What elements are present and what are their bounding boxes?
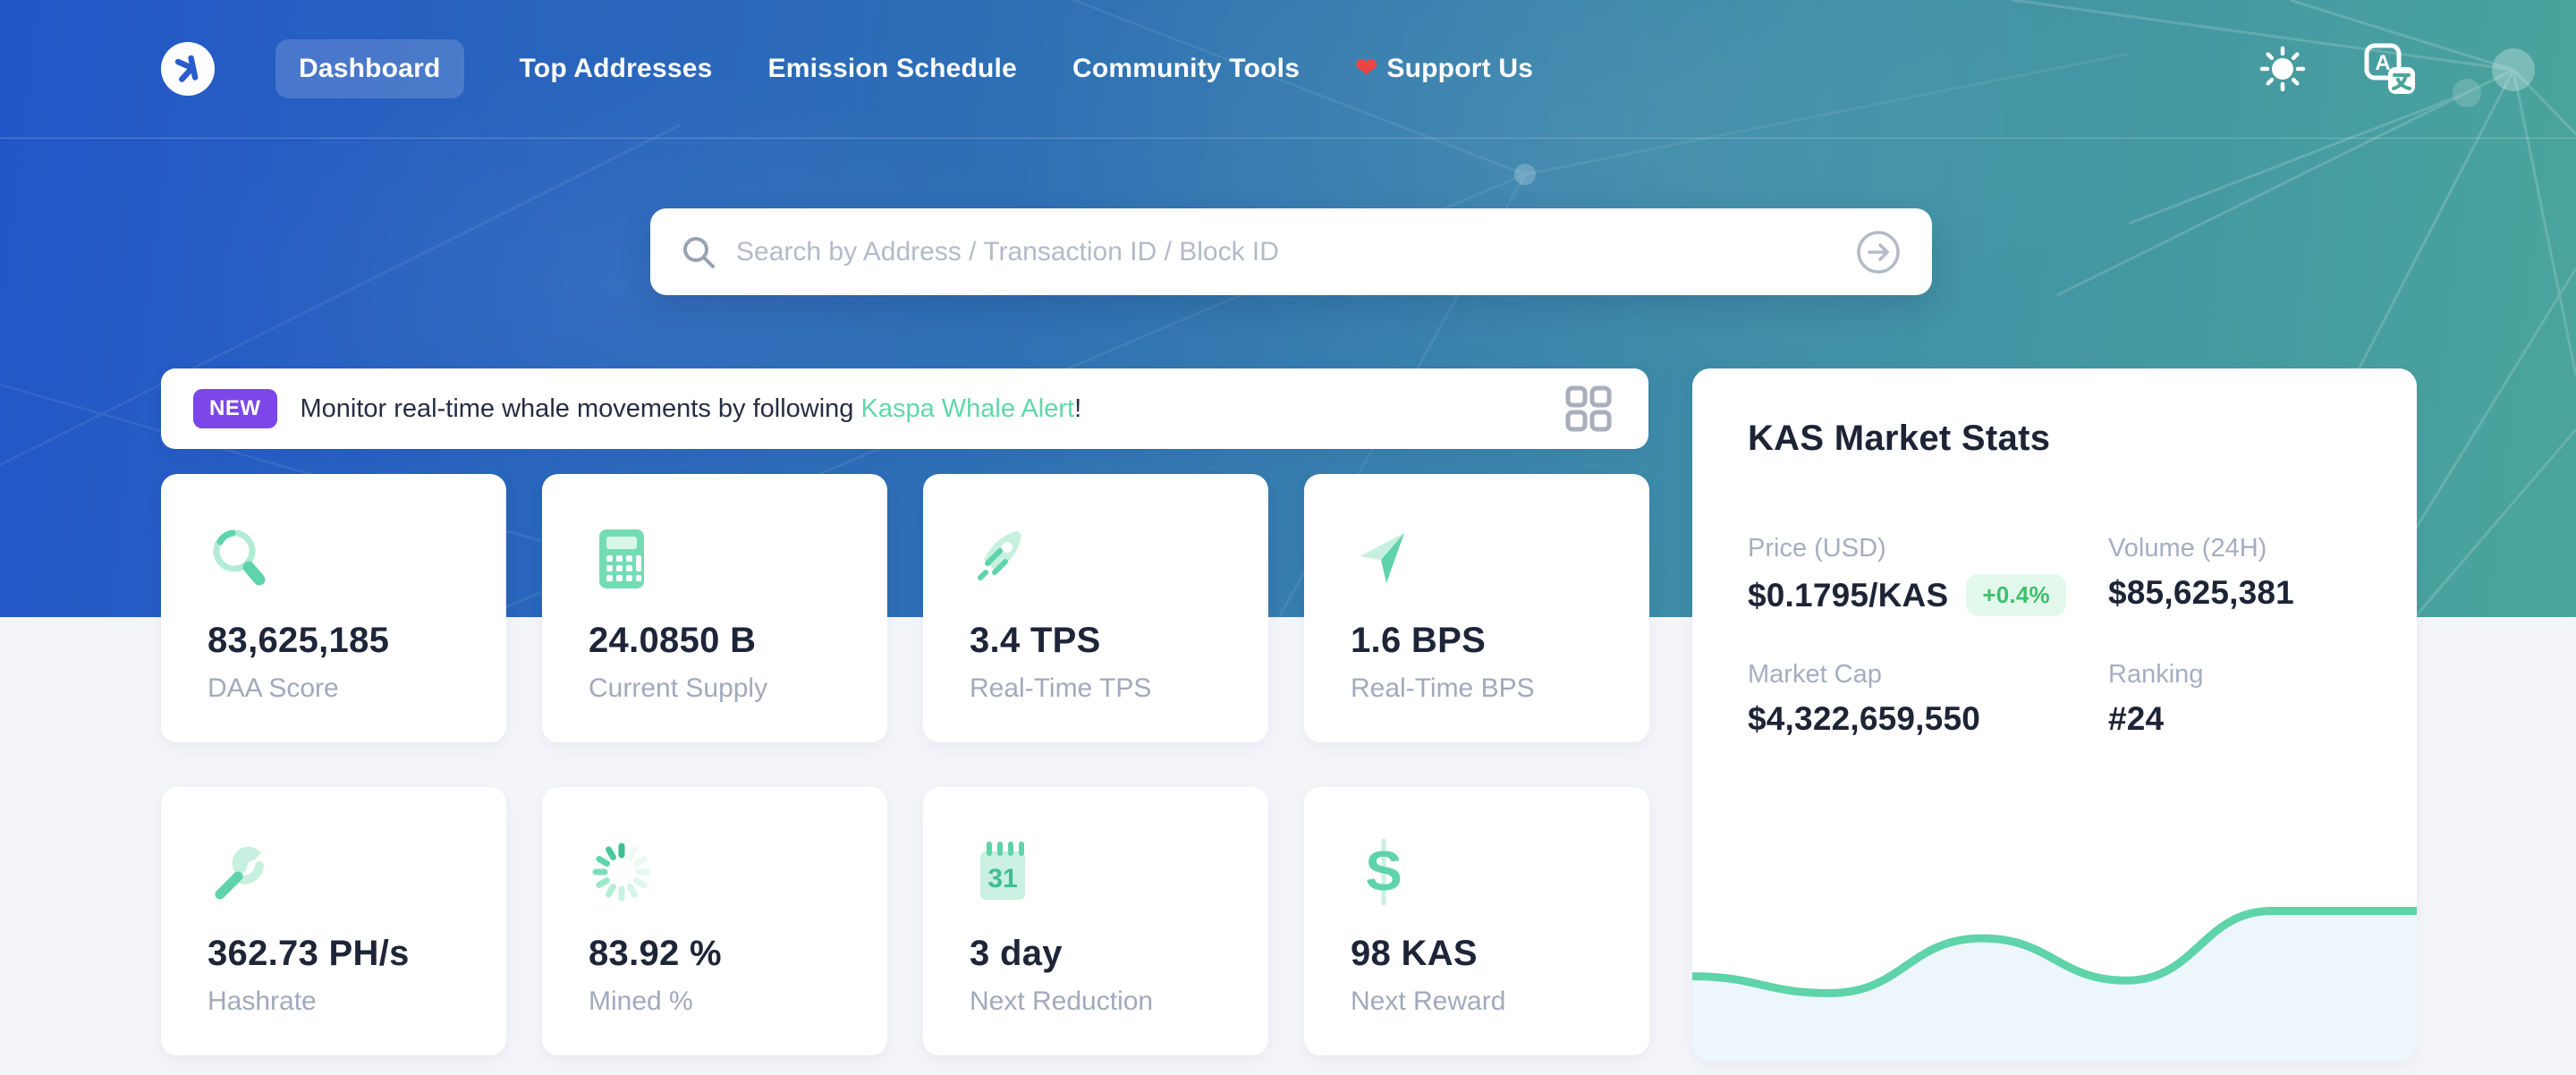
search-input[interactable] [736,236,1855,267]
price-stat: Price (USD) $0.1795/KAS +0.4% [1748,534,2066,616]
theme-toggle-button[interactable] [2259,46,2306,92]
market-cap-stat: Market Cap $4,322,659,550 [1748,660,1980,738]
current-supply-card: 24.0850 B Current Supply [542,474,887,742]
whale-alert-banner: NEW Monitor real-time whale movements by… [161,368,1648,449]
price-value: $0.1795/KAS [1748,576,1949,614]
kaspa-logo[interactable] [161,42,215,96]
banner-text-after: ! [1074,394,1082,423]
market-cap-label: Market Cap [1748,660,1882,689]
tps-label: Real-Time TPS [970,673,1152,703]
next-reward-value: 98 KAS [1351,934,1478,973]
language-switch-button[interactable]: A [2361,40,2419,97]
nav-item-community-tools[interactable]: Community Tools [1072,54,1301,83]
price-change-badge: +0.4% [1966,574,2066,616]
search-bar [650,208,1932,295]
paper-plane-icon [1360,533,1404,583]
wrench-icon [215,846,264,900]
kas-market-stats-card: KAS Market Stats Price (USD) $0.1795/KAS… [1692,368,2417,1061]
apps-grid-button[interactable] [1561,381,1616,436]
daa-score-value: 83,625,185 [208,621,390,660]
arrow-right-circle-icon [1857,230,1900,274]
calculator-icon [599,529,644,588]
svg-text:S: S [1365,841,1402,902]
banner-text: Monitor real-time whale movements by fol… [301,394,1082,424]
next-reward-label: Next Reward [1351,986,1506,1016]
nav-item-dashboard[interactable]: Dashboard [275,39,464,98]
bps-value: 1.6 BPS [1351,621,1487,660]
hashrate-value: 362.73 PH/s [208,934,410,973]
hashrate-label: Hashrate [208,986,317,1016]
nav-item-emission-schedule[interactable]: Emission Schedule [767,54,1017,83]
next-reduction-value: 3 day [970,934,1063,973]
bps-label: Real-Time BPS [1351,673,1535,703]
sun-icon [2259,46,2306,92]
search-submit-button[interactable] [1855,229,1902,275]
market-cap-value: $4,322,659,550 [1748,700,1980,737]
stats-card-grid: 83,625,185 DAA Score 24.0850 B Current S… [161,474,1649,1055]
hashrate-card: 362.73 PH/s Hashrate [161,787,506,1055]
support-us-label: Support Us [1386,54,1534,83]
kaspa-k-icon [174,55,199,82]
ranking-value: #24 [2108,700,2165,737]
translate-icon: A [2364,43,2415,94]
spinner-icon [592,842,651,901]
volume-stat: Volume (24H) $85,625,381 [2108,534,2294,612]
grid-icon [1565,385,1612,432]
ranking-stat: Ranking #24 [2108,660,2203,738]
next-reward-card: S 98 KAS Next Reward [1304,787,1649,1055]
daa-score-card: 83,625,185 DAA Score [161,474,506,742]
banner-text-before: Monitor real-time whale movements by fol… [300,394,861,423]
heart-icon: ❤ [1355,54,1378,83]
mined-percent-label: Mined % [589,986,693,1016]
whale-alert-link[interactable]: Kaspa Whale Alert [860,394,1075,423]
mined-percent-value: 83.92 % [589,934,722,973]
next-reduction-card: 31 3 day Next Reduction [923,787,1268,1055]
current-supply-label: Current Supply [589,673,768,703]
magnifier-stat-icon [213,529,266,586]
next-reduction-label: Next Reduction [970,986,1154,1016]
price-label: Price (USD) [1748,534,1886,563]
tps-value: 3.4 TPS [970,621,1101,660]
svg-text:A: A [2375,51,2390,75]
current-supply-value: 24.0850 B [589,621,757,660]
calendar-icon: 31 [980,842,1025,900]
rocket-icon [978,531,1021,580]
nav-right-actions: A [2259,40,2419,97]
daa-score-label: DAA Score [208,673,339,703]
volume-value: $85,625,381 [2108,574,2294,611]
svg-text:31: 31 [987,864,1017,893]
nav-item-top-addresses[interactable]: Top Addresses [519,54,713,83]
top-navbar: Dashboard Top Addresses Emission Schedul… [0,0,2576,139]
dollar-icon: S [1365,839,1402,905]
ranking-label: Ranking [2108,660,2204,689]
tps-card: 3.4 TPS Real-Time TPS [923,474,1268,742]
mined-percent-card: 83.92 % Mined % [542,787,887,1055]
magnifier-icon [683,236,715,268]
nav-item-support-us[interactable]: ❤ Support Us [1355,39,1533,98]
bps-card: 1.6 BPS Real-Time BPS [1304,474,1649,742]
price-sparkline-chart [1692,906,2417,1061]
nav-menu: Dashboard Top Addresses Emission Schedul… [275,39,1533,98]
volume-label: Volume (24H) [2108,534,2267,563]
new-badge: NEW [193,389,277,428]
market-stats-title: KAS Market Stats [1748,419,2051,458]
